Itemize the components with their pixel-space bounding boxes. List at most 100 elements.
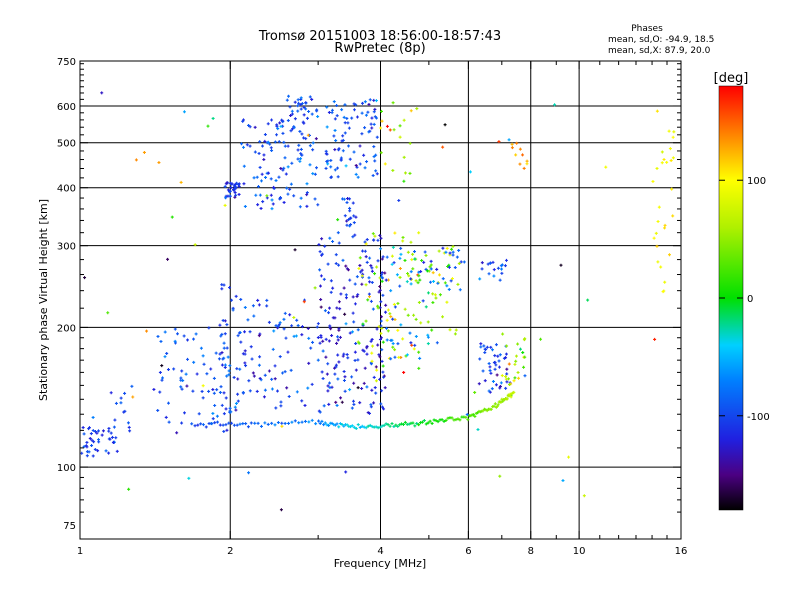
- echo-point: [464, 415, 468, 419]
- echo-point: [496, 354, 500, 358]
- echo-point: [111, 441, 115, 445]
- y-tick-label: 200: [57, 323, 76, 334]
- echo-point: [343, 312, 347, 316]
- echo-point: [236, 377, 240, 381]
- echo-point: [163, 330, 167, 334]
- echo-point: [521, 351, 525, 355]
- echo-point: [441, 246, 445, 250]
- x-tick-label: 10: [573, 546, 586, 557]
- echo-point: [219, 385, 223, 389]
- echo-point: [241, 390, 245, 394]
- echo-point: [310, 382, 314, 386]
- echo-point: [378, 377, 382, 381]
- echo-point: [372, 238, 376, 242]
- echo-point: [345, 267, 349, 271]
- echo-point: [384, 303, 388, 307]
- echo-point: [656, 260, 660, 264]
- echo-point: [492, 404, 496, 408]
- echo-point: [315, 325, 319, 329]
- echo-point: [307, 420, 311, 424]
- echo-point: [381, 364, 385, 368]
- echo-point: [287, 94, 291, 98]
- x-tick-label: 6: [465, 546, 471, 557]
- echo-point: [495, 404, 499, 408]
- echo-point: [490, 387, 494, 391]
- echo-point: [228, 190, 232, 194]
- echo-point: [353, 302, 357, 306]
- echo-point: [298, 129, 302, 133]
- echo-point: [286, 165, 290, 169]
- echo-point: [243, 330, 247, 334]
- echo-point: [354, 163, 358, 167]
- echo-point: [354, 342, 358, 346]
- echo-point: [355, 165, 359, 169]
- echo-point: [424, 305, 428, 309]
- echo-point: [326, 362, 330, 366]
- echo-point: [289, 182, 293, 186]
- echo-point: [279, 124, 283, 128]
- echo-point: [239, 297, 243, 301]
- echo-point: [340, 400, 344, 404]
- echo-point: [327, 424, 331, 428]
- echo-point: [426, 333, 430, 337]
- echo-point: [417, 366, 421, 370]
- echo-point: [417, 270, 421, 274]
- echo-point: [391, 317, 395, 321]
- echo-point: [283, 370, 287, 374]
- echo-point: [355, 275, 359, 279]
- echo-point: [342, 379, 346, 383]
- echo-point: [512, 390, 516, 394]
- echo-point: [156, 408, 160, 412]
- echo-point: [296, 157, 300, 161]
- x-axis: 1 2 4 6 8 10 16: [77, 546, 688, 557]
- echo-point: [414, 317, 418, 321]
- echo-point: [351, 235, 355, 239]
- echo-point: [348, 331, 352, 335]
- echo-point: [374, 391, 378, 395]
- echo-point: [270, 149, 274, 153]
- echo-point: [348, 278, 352, 282]
- echo-point: [486, 262, 490, 266]
- echo-point: [364, 426, 368, 430]
- echo-point: [373, 234, 377, 238]
- echo-point: [443, 123, 447, 127]
- echo-point: [401, 235, 405, 239]
- echo-point: [381, 255, 385, 259]
- echo-point: [398, 423, 402, 427]
- echo-point: [193, 424, 197, 428]
- colorbar: [deg] 100 0 -100: [714, 71, 770, 511]
- echo-point: [253, 421, 257, 425]
- echo-point: [352, 108, 356, 112]
- echo-point: [456, 282, 460, 286]
- echo-point: [364, 319, 368, 323]
- echo-point: [298, 205, 302, 209]
- echo-point: [232, 375, 236, 379]
- echo-point: [339, 396, 343, 400]
- echo-point: [412, 347, 416, 351]
- phases-mean-x: mean, sd,X: 87.9, 20.0: [608, 46, 711, 56]
- echo-point: [326, 159, 330, 163]
- echo-point: [367, 102, 371, 106]
- echo-point: [258, 193, 262, 197]
- echo-point: [493, 354, 497, 358]
- y-tick-label: 750: [57, 57, 76, 68]
- echo-point: [363, 240, 367, 244]
- echo-point: [451, 250, 455, 254]
- echo-point: [257, 303, 261, 307]
- echo-point: [270, 207, 274, 211]
- echo-point: [310, 112, 314, 116]
- echo-point: [505, 380, 509, 384]
- echo-point: [504, 356, 508, 360]
- echo-point: [466, 418, 470, 422]
- echo-point: [376, 259, 380, 263]
- echo-point: [336, 377, 340, 381]
- echo-point: [441, 315, 445, 319]
- echo-point: [344, 470, 348, 474]
- echo-point: [379, 300, 383, 304]
- echo-point: [358, 425, 362, 429]
- echo-point: [336, 175, 340, 179]
- echo-point: [336, 353, 340, 357]
- echo-point: [442, 251, 446, 255]
- echo-point: [336, 338, 340, 342]
- echo-point: [256, 421, 260, 425]
